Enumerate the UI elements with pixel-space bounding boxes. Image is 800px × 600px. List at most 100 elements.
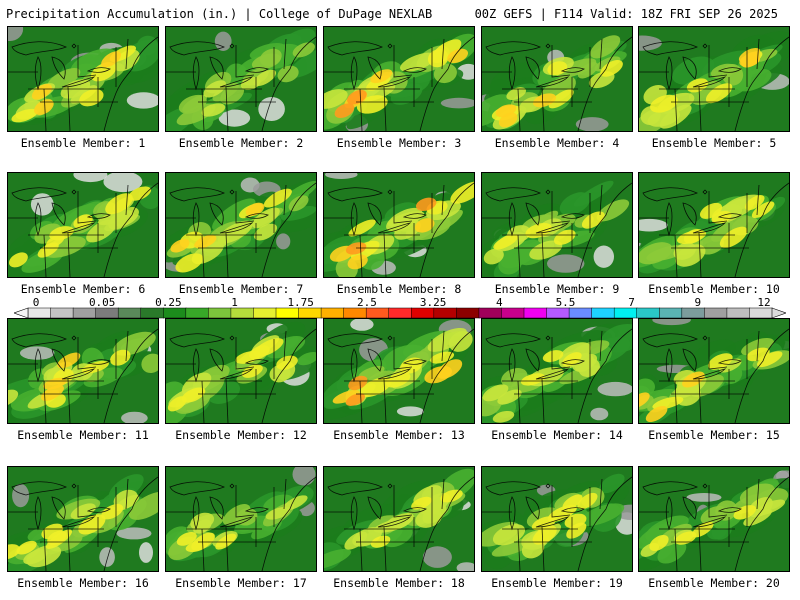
ensemble-member-map [481,318,633,424]
ensemble-member-label: Ensemble Member: 4 [494,136,620,150]
colorbar-tick-label: 3.25 [419,296,447,309]
colorbar-swatch [72,307,97,319]
ensemble-member-map [638,26,790,132]
ensemble-member-label: Ensemble Member: 11 [17,428,149,442]
precip-map-graphic [639,319,789,423]
ensemble-member-label: Ensemble Member: 3 [336,136,462,150]
colorbar-tick-label: 0.25 [155,296,182,309]
colorbar-tick-label: 2.5 [356,296,377,309]
colorbar-swatch [50,307,74,319]
colorbar-swatch [95,307,119,319]
ensemble-member-label: Ensemble Member: 8 [336,282,462,296]
ensemble-member-label: Ensemble Member: 20 [648,576,780,590]
ensemble-member-map [323,26,475,132]
colorbar-swatch [411,307,435,319]
precip-colorbar [14,307,786,319]
ensemble-member-label: Ensemble Member: 16 [17,576,149,590]
ensemble-member-map [165,172,317,278]
precip-map-graphic [482,27,632,131]
ensemble-member-label: Ensemble Member: 18 [333,576,465,590]
colorbar-swatch [365,307,390,319]
colorbar-swatch [659,307,683,319]
colorbar-swatch [433,307,458,319]
ensemble-member-map [638,466,790,572]
ensemble-member-label: Ensemble Member: 14 [491,428,623,442]
ensemble-member-label: Ensemble Member: 19 [491,576,623,590]
ensemble-member-map [7,26,159,132]
colorbar-swatch [456,307,480,319]
ensemble-member-label: Ensemble Member: 10 [648,282,780,296]
ensemble-member-label: Ensemble Member: 2 [178,136,304,150]
ensemble-member-map [638,172,790,278]
colorbar-tick-label: 5.5 [555,296,576,309]
colorbar-swatch [140,307,165,319]
precip-map-graphic [8,27,158,131]
precip-map-graphic [482,173,632,277]
colorbar-swatch [591,307,615,319]
ensemble-member-map [481,26,633,132]
colorbar-swatch [253,307,277,319]
colorbar-right-arrow [771,307,786,319]
precip-map-graphic [8,467,158,571]
colorbar-swatch [320,307,345,319]
colorbar-swatch [726,307,751,319]
precip-map-graphic [639,27,789,131]
precip-map-graphic [324,27,474,131]
colorbar-swatch [568,307,593,319]
colorbar-swatch [208,307,232,319]
colorbar-swatch [185,307,210,319]
precip-map-graphic [166,173,316,277]
ensemble-member-map [323,318,475,424]
precip-map-graphic [482,319,632,423]
colorbar-tick-label: 0.05 [88,296,116,309]
ensemble-member-label: Ensemble Member: 6 [20,282,146,296]
colorbar-swatch [163,307,187,319]
colorbar-swatch [546,307,570,319]
precip-map-graphic [482,467,632,571]
colorbar-tick-label: 9 [694,296,702,309]
ensemble-member-map [7,466,159,572]
colorbar-swatch [27,307,52,319]
ensemble-member-label: Ensemble Member: 9 [494,282,620,296]
precip-map-graphic [324,319,474,423]
ensemble-member-map [7,318,159,424]
ensemble-member-label: Ensemble Member: 7 [178,282,304,296]
precip-map-graphic [324,467,474,571]
precip-map-graphic [639,467,789,571]
ensemble-member-map [165,318,317,424]
precip-map-graphic [8,173,158,277]
ensemble-member-map [481,172,633,278]
ensemble-member-map [323,172,475,278]
ensemble-member-map [165,466,317,572]
ensemble-member-map [323,466,475,572]
colorbar-tick-label: 4 [495,296,503,309]
colorbar-swatch [230,307,255,319]
colorbar-swatch [523,307,548,319]
colorbar-swatch [681,307,706,319]
colorbar-left-arrow [14,307,29,319]
ensemble-member-label: Ensemble Member: 15 [648,428,780,442]
ensemble-member-label: Ensemble Member: 5 [651,136,777,150]
ensemble-member-map [481,466,633,572]
ensemble-member-label: Ensemble Member: 13 [333,428,465,442]
colorbar-tick-label: 1 [231,296,238,309]
colorbar-swatch [636,307,661,319]
precip-map-graphic [639,173,789,277]
colorbar-tick-label: 12 [757,296,771,309]
precip-map-graphic [8,319,158,423]
ensemble-member-map [7,172,159,278]
colorbar-swatch [478,307,503,319]
ensemble-member-label: Ensemble Member: 12 [175,428,307,442]
precip-map-graphic [166,319,316,423]
colorbar-swatch [613,307,638,319]
precip-map-graphic [166,27,316,131]
colorbar-tick-label: 0 [32,296,40,309]
ensemble-member-map [165,26,317,132]
colorbar-swatch [501,307,525,319]
ensemble-member-map [638,318,790,424]
colorbar-swatch [388,307,413,319]
precip-map-graphic [324,173,474,277]
model-run-info: 00Z GEFS | F114 Valid: 18Z FRI SEP 26 20… [474,7,778,21]
colorbar-swatch [298,307,322,319]
colorbar-tick-label: 1.75 [287,296,314,309]
